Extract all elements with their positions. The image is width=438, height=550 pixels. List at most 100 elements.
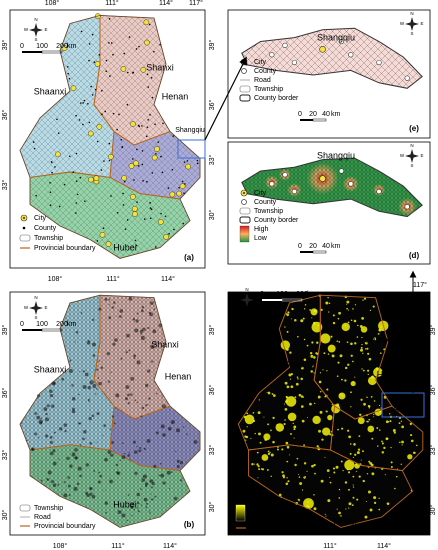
light <box>363 297 367 300</box>
light <box>332 467 336 470</box>
light <box>252 419 256 423</box>
county-point <box>133 179 135 181</box>
scale-bar <box>22 329 42 331</box>
county-point <box>103 160 105 162</box>
light <box>290 318 292 320</box>
road-cluster <box>140 415 143 418</box>
road-cluster <box>71 384 74 387</box>
road-cluster <box>115 315 117 317</box>
road-cluster <box>142 476 144 478</box>
panel-label: (c) <box>408 520 418 529</box>
light <box>293 437 295 439</box>
road-cluster <box>40 479 43 482</box>
light <box>310 354 314 358</box>
light <box>378 404 381 407</box>
light <box>350 354 353 357</box>
city-point <box>130 121 136 127</box>
county-point <box>186 160 189 162</box>
road-cluster <box>67 484 71 488</box>
county-point <box>182 222 185 225</box>
light <box>380 407 382 409</box>
compass-letter: E <box>44 305 47 310</box>
road-cluster <box>87 398 90 401</box>
light <box>360 459 362 461</box>
light <box>401 444 403 446</box>
light <box>330 335 333 338</box>
legend-label: Low <box>254 235 268 242</box>
light <box>394 487 396 490</box>
road-cluster <box>92 384 97 388</box>
region-name: Shangqiu <box>393 407 423 414</box>
county-point <box>147 86 150 88</box>
road-cluster <box>50 480 55 484</box>
county-point <box>161 171 164 174</box>
road-cluster <box>66 456 70 461</box>
light <box>242 429 246 433</box>
road-cluster <box>134 471 138 475</box>
light <box>314 402 316 405</box>
road-cluster <box>175 428 181 433</box>
light <box>296 376 299 378</box>
light <box>362 479 365 483</box>
light <box>256 463 259 466</box>
road-cluster <box>45 434 49 438</box>
compass-letter: E <box>44 27 47 32</box>
light <box>300 366 304 370</box>
light <box>327 414 333 421</box>
county-point <box>104 110 107 113</box>
light <box>311 341 314 344</box>
county-point <box>87 102 89 105</box>
road-cluster <box>131 514 133 517</box>
county-point <box>132 158 134 160</box>
light <box>346 307 348 310</box>
light <box>379 429 381 431</box>
light <box>318 380 322 384</box>
light <box>348 488 350 491</box>
county-point <box>141 125 143 127</box>
region-name: Shangqiu <box>175 127 205 134</box>
road-cluster <box>130 505 134 509</box>
light <box>324 513 326 515</box>
scale-bar <box>300 251 313 253</box>
road-cluster <box>159 462 162 465</box>
region-name: Hubei <box>333 516 357 526</box>
road-cluster <box>129 459 131 461</box>
county-point <box>91 94 94 96</box>
light <box>336 340 339 342</box>
road-cluster <box>127 402 130 405</box>
light <box>358 475 361 478</box>
road-cluster <box>105 511 107 514</box>
scale-label: 20 <box>309 111 317 118</box>
scale-label: 0 <box>260 291 264 298</box>
road-cluster <box>108 303 110 306</box>
light <box>336 403 340 407</box>
county-point <box>181 180 184 183</box>
county-point <box>122 192 124 195</box>
county-point <box>35 194 37 197</box>
road-cluster <box>161 404 166 409</box>
road-cluster <box>63 423 68 427</box>
light <box>286 445 290 449</box>
light <box>285 396 297 407</box>
compass-letter: E <box>255 297 258 302</box>
county-point <box>142 180 144 182</box>
light <box>347 321 350 324</box>
light <box>359 413 362 417</box>
coordinate-label: 33° <box>208 445 216 456</box>
outline <box>19 294 201 528</box>
coordinate-label: 117° <box>189 0 203 7</box>
light <box>398 422 401 425</box>
legend-symbol <box>22 226 26 230</box>
light <box>329 481 332 484</box>
panel: Shanxi Henan Shaanxi Hubei Township Road Provi… <box>1 291 216 550</box>
road-cluster <box>115 463 119 467</box>
light <box>259 441 262 444</box>
light <box>284 381 288 385</box>
road-cluster <box>68 368 74 374</box>
city-point <box>140 66 147 73</box>
county-point <box>124 228 127 231</box>
road-cluster <box>139 446 142 450</box>
light <box>261 454 269 461</box>
road-cluster <box>132 440 136 444</box>
road-cluster <box>110 453 114 457</box>
